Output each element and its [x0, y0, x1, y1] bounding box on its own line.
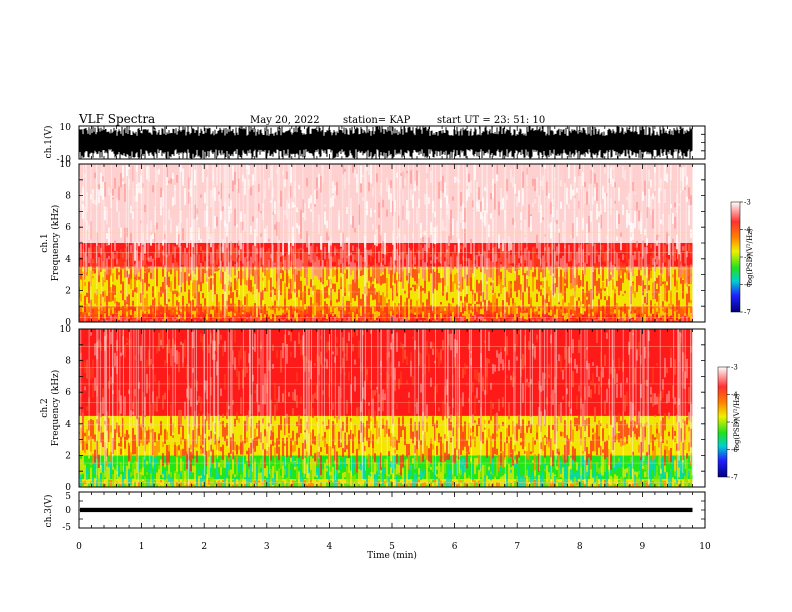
ch1-colorbar-ticks: -3 -4 -5 -6 -7 — [740, 199, 751, 317]
x-axis-label: Time (min) — [367, 550, 417, 561]
ch2-spectrogram-panel: 0 2 4 6 8 10 ch.2 Frequency (kHz) -3 -4 -5 -6 -7 … — [40, 325, 741, 493]
x-tick-label: 7 — [514, 542, 520, 552]
ch1-waveform-x-ticks — [78, 126, 706, 159]
ch2-spectrogram-ticks — [78, 328, 706, 488]
x-tick-label: 0 — [76, 542, 82, 552]
ch2-colorbar: -3 -4 -5 -6 -7 log(PSD)(V²/Hz) — [717, 364, 741, 482]
ch2-colorbar-tick-label: -6 — [731, 446, 738, 454]
x-tick-label: 1 — [139, 542, 145, 552]
ch1-spectrogram-tail — [692, 164, 705, 322]
ch3-waveform-ticks — [78, 491, 706, 529]
ch1-spectrogram-ytick-labels: 0 2 4 6 8 10 — [60, 160, 72, 328]
ch1-ytick-top: 10 — [60, 123, 72, 133]
ch1-colorbar-tick-label: -3 — [744, 199, 751, 207]
x-tick-label: 2 — [201, 542, 207, 552]
ch2-spectrogram-harmonics — [79, 346, 693, 483]
ch2-spectrogram-ytick-label: 4 — [65, 420, 71, 430]
ch1-colorbar-tick-label: -7 — [744, 309, 751, 317]
ch1-spectrogram-band-0-texture-1 — [79, 314, 688, 322]
ch2-colorbar-gradient — [717, 366, 728, 478]
ch2-colorbar-tick-label: -7 — [731, 474, 738, 482]
ch2-spectrogram-ytick-label: 8 — [65, 357, 71, 367]
ch1-spectrogram-ytick-label: 6 — [65, 223, 71, 233]
ch3-waveform-trace — [80, 507, 693, 513]
ch2-spectrogram-tail — [692, 329, 705, 487]
ch2-spectrogram-ylabel-frequency: Frequency (kHz) — [50, 370, 61, 447]
ch2-colorbar-label: log(PSD)(V²/Hz) — [733, 393, 741, 450]
x-tick-label: 5 — [389, 542, 395, 552]
ch3-ytick-middle: 0 — [65, 506, 71, 516]
ch2-colorbar-tick-label: -5 — [731, 419, 738, 427]
ch1-waveform-y-ticks — [79, 125, 705, 160]
header-date: May 20, 2022 — [250, 115, 320, 126]
ch1-spectrogram-harmonics — [79, 186, 693, 318]
ch3-waveform-panel: 5 0 -5 ch.3(V) — [43, 491, 706, 533]
ch2-spectrogram-ytick-label: 0 — [65, 483, 71, 493]
ch1-spectrogram-ytick-label: 2 — [65, 286, 71, 296]
x-tick-label: 9 — [640, 542, 646, 552]
header-start-time: start UT = 23: 51: 10 — [437, 115, 545, 126]
ch1-colorbar: -3 -4 -5 -6 -7 log(PSD)(V²/Hz) — [730, 199, 754, 317]
x-tick-label: 8 — [577, 542, 583, 552]
ch1-spectrogram-ytick-label: 0 — [65, 318, 71, 328]
ch3-ytick-bottom: -5 — [62, 523, 71, 533]
x-tick-label: 4 — [327, 542, 333, 552]
ch2-spectrogram-image — [79, 329, 705, 487]
ch2-colorbar-ticks: -3 -4 -5 -6 -7 — [727, 364, 738, 482]
ch2-colorbar-tick-label: -4 — [731, 391, 738, 399]
ch2-spectrogram-ytick-label: 6 — [65, 388, 71, 398]
ch1-colorbar-tick-label: -4 — [744, 226, 751, 234]
ch2-spectrogram-ytick-label: 10 — [60, 325, 72, 335]
ch1-spectrogram-ticks — [78, 163, 706, 323]
ch2-spectrogram-band-3-texture-2 — [84, 329, 692, 436]
x-tick-label: 10 — [699, 542, 711, 552]
ch1-waveform-trace — [79, 126, 693, 159]
ch1-spectrogram-x-ticks — [78, 164, 706, 322]
ch1-waveform-panel: 10 -10 ch.1(V) — [43, 123, 706, 165]
ch1-spectrogram-y-ticks — [79, 163, 705, 323]
ch1-spectrogram-ylabel-channel: ch.1 — [40, 233, 50, 252]
ch2-spectrogram-streaks — [80, 329, 693, 487]
ch1-colorbar-tick-label: -5 — [744, 254, 751, 262]
ch2-spectrogram-ytick-label: 2 — [65, 451, 71, 461]
ch1-spectrogram-image — [79, 164, 705, 322]
x-tick-label: 3 — [264, 542, 270, 552]
figure-title: VLF Spectra — [78, 112, 155, 126]
header-station: station= KAP — [343, 115, 411, 126]
ch1-colorbar-tick-label: -6 — [744, 281, 751, 289]
ch1-waveform-ylabel: ch.1(V) — [43, 126, 54, 159]
ch2-spectrogram-ylabel-channel: ch.2 — [40, 398, 50, 417]
x-tick-label: 6 — [452, 542, 458, 552]
ch1-waveform-ticks — [78, 125, 706, 160]
ch2-spectrogram-y-ticks — [79, 328, 705, 488]
ch1-colorbar-gradient — [730, 201, 741, 313]
ch3-ytick-top: 5 — [65, 492, 71, 502]
ch2-spectrogram-x-ticks — [78, 329, 706, 487]
ch2-spectrogram-ytick-labels: 0 2 4 6 8 10 — [60, 325, 72, 493]
ch1-colorbar-label: log(PSD)(V²/Hz) — [746, 228, 754, 285]
ch3-waveform-y-ticks — [79, 491, 705, 529]
ch2-colorbar-tick-label: -3 — [731, 364, 738, 372]
ch1-spectrogram-ytick-label: 10 — [60, 160, 72, 170]
ch1-waveform-line — [79, 126, 693, 159]
ch3-waveform-line — [80, 507, 693, 513]
ch1-spectrogram-ylabel-frequency: Frequency (kHz) — [50, 205, 61, 282]
ch3-waveform-ylabel: ch.3(V) — [43, 495, 54, 528]
ch3-waveform-x-ticks — [78, 492, 706, 528]
x-axis-tick-labels: 0 1 2 3 4 5 6 7 8 9 10 — [76, 542, 711, 552]
ch1-spectrogram-ytick-label: 4 — [65, 255, 71, 265]
ch1-spectrogram-streaks — [83, 164, 687, 321]
ch1-spectrogram-ytick-label: 8 — [65, 192, 71, 202]
ch1-spectrogram-panel: 0 2 4 6 8 10 ch.1 Frequency (kHz) -3 -4 -5 -6 -7 … — [40, 160, 754, 328]
ch1-ytick-bottom: -10 — [57, 155, 72, 165]
